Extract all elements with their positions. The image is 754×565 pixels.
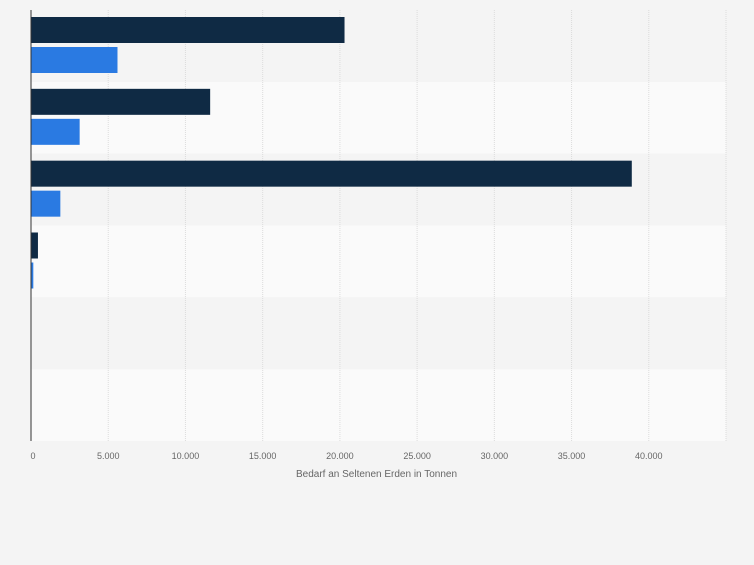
x-tick-label: 20.000 <box>326 451 354 461</box>
bar-series-1 <box>31 160 632 187</box>
category-band <box>31 297 726 370</box>
x-tick-label: 35.000 <box>558 451 586 461</box>
x-tick-label: 10.000 <box>172 451 200 461</box>
x-tick-label: 30.000 <box>481 451 509 461</box>
x-tick-label: 40.000 <box>635 451 663 461</box>
x-tick-label: 15.000 <box>249 451 277 461</box>
category-band <box>31 369 726 441</box>
bars <box>31 17 632 289</box>
x-tick-label: 0 <box>30 451 35 461</box>
bar-series-1 <box>31 232 38 259</box>
bar-series-2 <box>31 262 34 289</box>
x-axis-label: Bedarf an Seltenen Erden in Tonnen <box>296 469 457 480</box>
bar-series-1 <box>31 17 345 43</box>
category-bands <box>31 10 726 441</box>
bar-series-2 <box>31 190 61 217</box>
bar-series-1 <box>31 88 211 115</box>
x-tick-label: 25.000 <box>403 451 431 461</box>
bar-series-2 <box>31 118 80 145</box>
x-tick-labels: 0 5.000 10.000 15.000 20.000 25.000 30.000 35.0… <box>30 451 662 461</box>
bar-series-2 <box>31 47 118 73</box>
category-band <box>31 225 726 298</box>
x-tick-label: 5.000 <box>97 451 120 461</box>
